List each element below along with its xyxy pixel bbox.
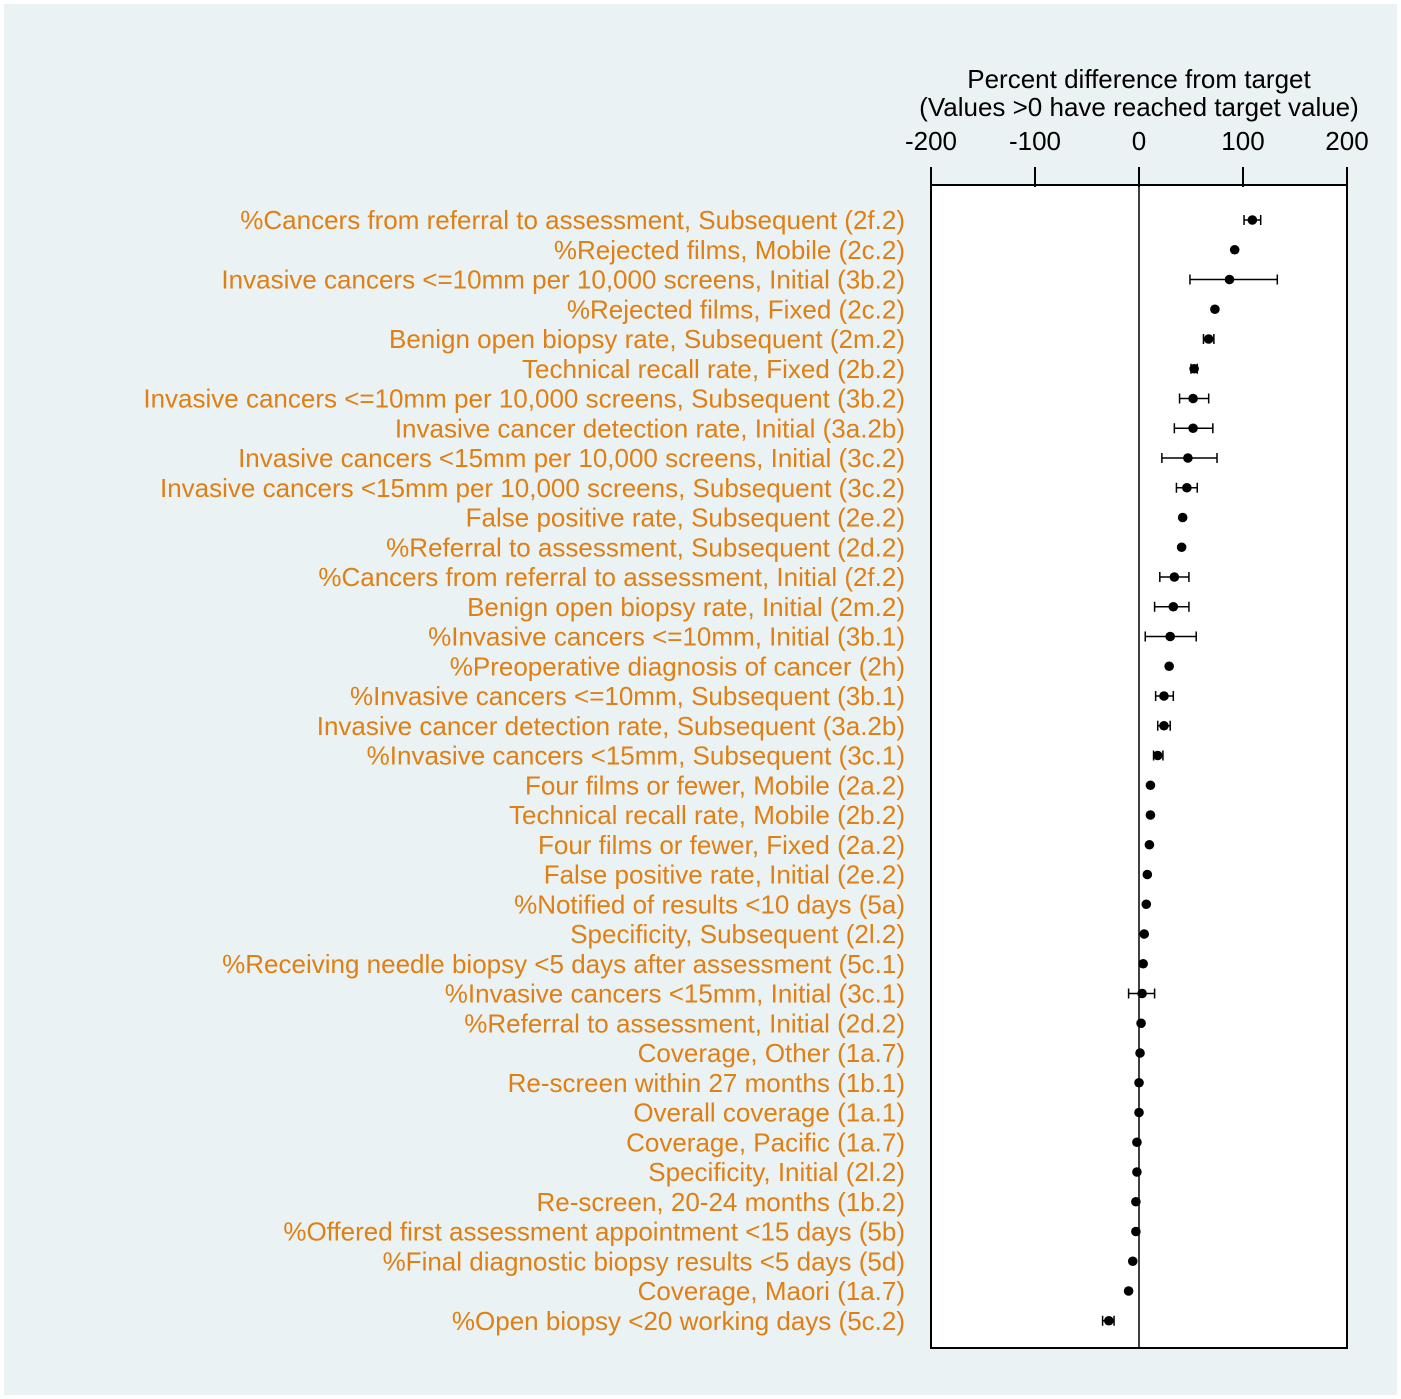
point-marker [1165,631,1175,642]
x-tick-label: -200 [905,126,957,156]
point-marker [1134,1107,1144,1118]
point-marker [1224,274,1235,285]
point-marker [1203,334,1214,344]
row-label: %Invasive cancers <=10mm, Initial (3b.1) [428,622,905,652]
row-label: Re-screen, 20-24 months (1b.2) [536,1187,905,1217]
row-label: %Invasive cancers <15mm, Subsequent (3c.… [367,741,905,771]
point-marker [1164,661,1174,672]
row-label: Invasive cancers <15mm per 10,000 screen… [238,443,905,473]
point-marker [1168,601,1179,612]
point-marker [1159,720,1169,731]
point-marker [1136,1018,1146,1029]
row-label: %Cancers from referral to assessment, In… [318,562,905,592]
row-label: Coverage, Pacific (1a.7) [626,1127,905,1157]
row-label: Coverage, Other (1a.7) [638,1038,905,1068]
point-marker [1131,1226,1141,1237]
point-marker [1142,869,1153,880]
row-label: Invasive cancer detection rate, Initial … [395,413,905,443]
row-label: Invasive cancers <15mm per 10,000 screen… [160,473,905,503]
chart-title-line-1: Percent difference from target [967,64,1311,94]
row-label: Invasive cancer detection rate, Subseque… [317,711,905,741]
point-marker [1247,215,1258,225]
point-marker [1188,423,1198,434]
row-label: %Referral to assessment, Subsequent (2d.… [386,532,905,562]
row-label: %Open biopsy <20 working days (5c.2) [452,1306,905,1336]
row-label: Specificity, Subsequent (2l.2) [570,919,905,949]
row-label: %Notified of results <10 days (5a) [514,889,905,919]
row-label: %Preoperative diagnosis of cancer (2h) [450,651,905,681]
point-marker [1131,1196,1141,1207]
point-marker [1182,482,1192,493]
point-marker [1144,839,1155,850]
point-marker [1188,393,1198,404]
row-label: Technical recall rate, Mobile (2b.2) [509,800,905,830]
point-marker [1139,929,1149,939]
point-marker [1145,810,1156,820]
point-marker [1132,1167,1142,1177]
row-label: Four films or fewer, Fixed (2a.2) [538,830,905,860]
point-marker [1134,1077,1144,1088]
row-label: Re-screen within 27 months (1b.1) [508,1068,905,1098]
point-marker [1141,899,1152,910]
point-marker [1189,363,1199,374]
row-label: %Referral to assessment, Initial (2d.2) [464,1008,905,1038]
x-tick-label: 100 [1221,126,1264,156]
point-marker [1183,453,1193,463]
point-marker [1138,958,1148,969]
point-marker [1123,1286,1134,1296]
x-tick-label: -100 [1009,126,1061,156]
point-marker [1137,988,1147,999]
row-label: Invasive cancers <=10mm per 10,000 scree… [221,265,905,295]
x-tick-label: 200 [1325,126,1368,156]
point-marker [1169,572,1180,582]
row-label: Overall coverage (1a.1) [633,1098,905,1128]
point-marker [1152,750,1163,761]
row-label: %Final diagnostic biopsy results <5 days… [383,1246,905,1276]
row-label: %Cancers from referral to assessment, Su… [240,205,905,235]
point-marker [1127,1256,1138,1267]
row-label: %Rejected films, Mobile (2c.2) [554,235,905,265]
point-marker [1176,542,1187,553]
row-label: %Invasive cancers <=10mm, Subsequent (3b… [350,681,905,711]
row-label: Technical recall rate, Fixed (2b.2) [522,354,905,384]
row-label: False positive rate, Subsequent (2e.2) [466,503,905,533]
row-label: False positive rate, Initial (2e.2) [544,860,905,890]
row-label: %Rejected films, Fixed (2c.2) [567,294,905,324]
point-marker [1132,1137,1142,1148]
row-label: Four films or fewer, Mobile (2a.2) [525,770,905,800]
row-label: %Offered first assessment appointment <1… [283,1217,905,1247]
chart-title-line-2: (Values >0 have reached target value) [919,92,1359,122]
row-label: Benign open biopsy rate, Subsequent (2m.… [389,324,905,354]
point-marker [1210,304,1220,315]
row-label: Specificity, Initial (2l.2) [648,1157,905,1187]
row-label: %Invasive cancers <15mm, Initial (3c.1) [445,979,905,1009]
row-label: Benign open biopsy rate, Initial (2m.2) [467,592,905,622]
point-marker [1229,244,1240,255]
point-marker [1145,780,1156,791]
row-label: %Receiving needle biopsy <5 days after a… [222,949,905,979]
point-marker [1177,512,1188,523]
row-label: Coverage, Maori (1a.7) [638,1276,905,1306]
x-tick-label: 0 [1132,126,1146,156]
point-marker [1104,1315,1114,1326]
row-label: Invasive cancers <=10mm per 10,000 scree… [143,384,905,414]
point-marker [1159,691,1169,701]
point-marker [1135,1048,1145,1058]
